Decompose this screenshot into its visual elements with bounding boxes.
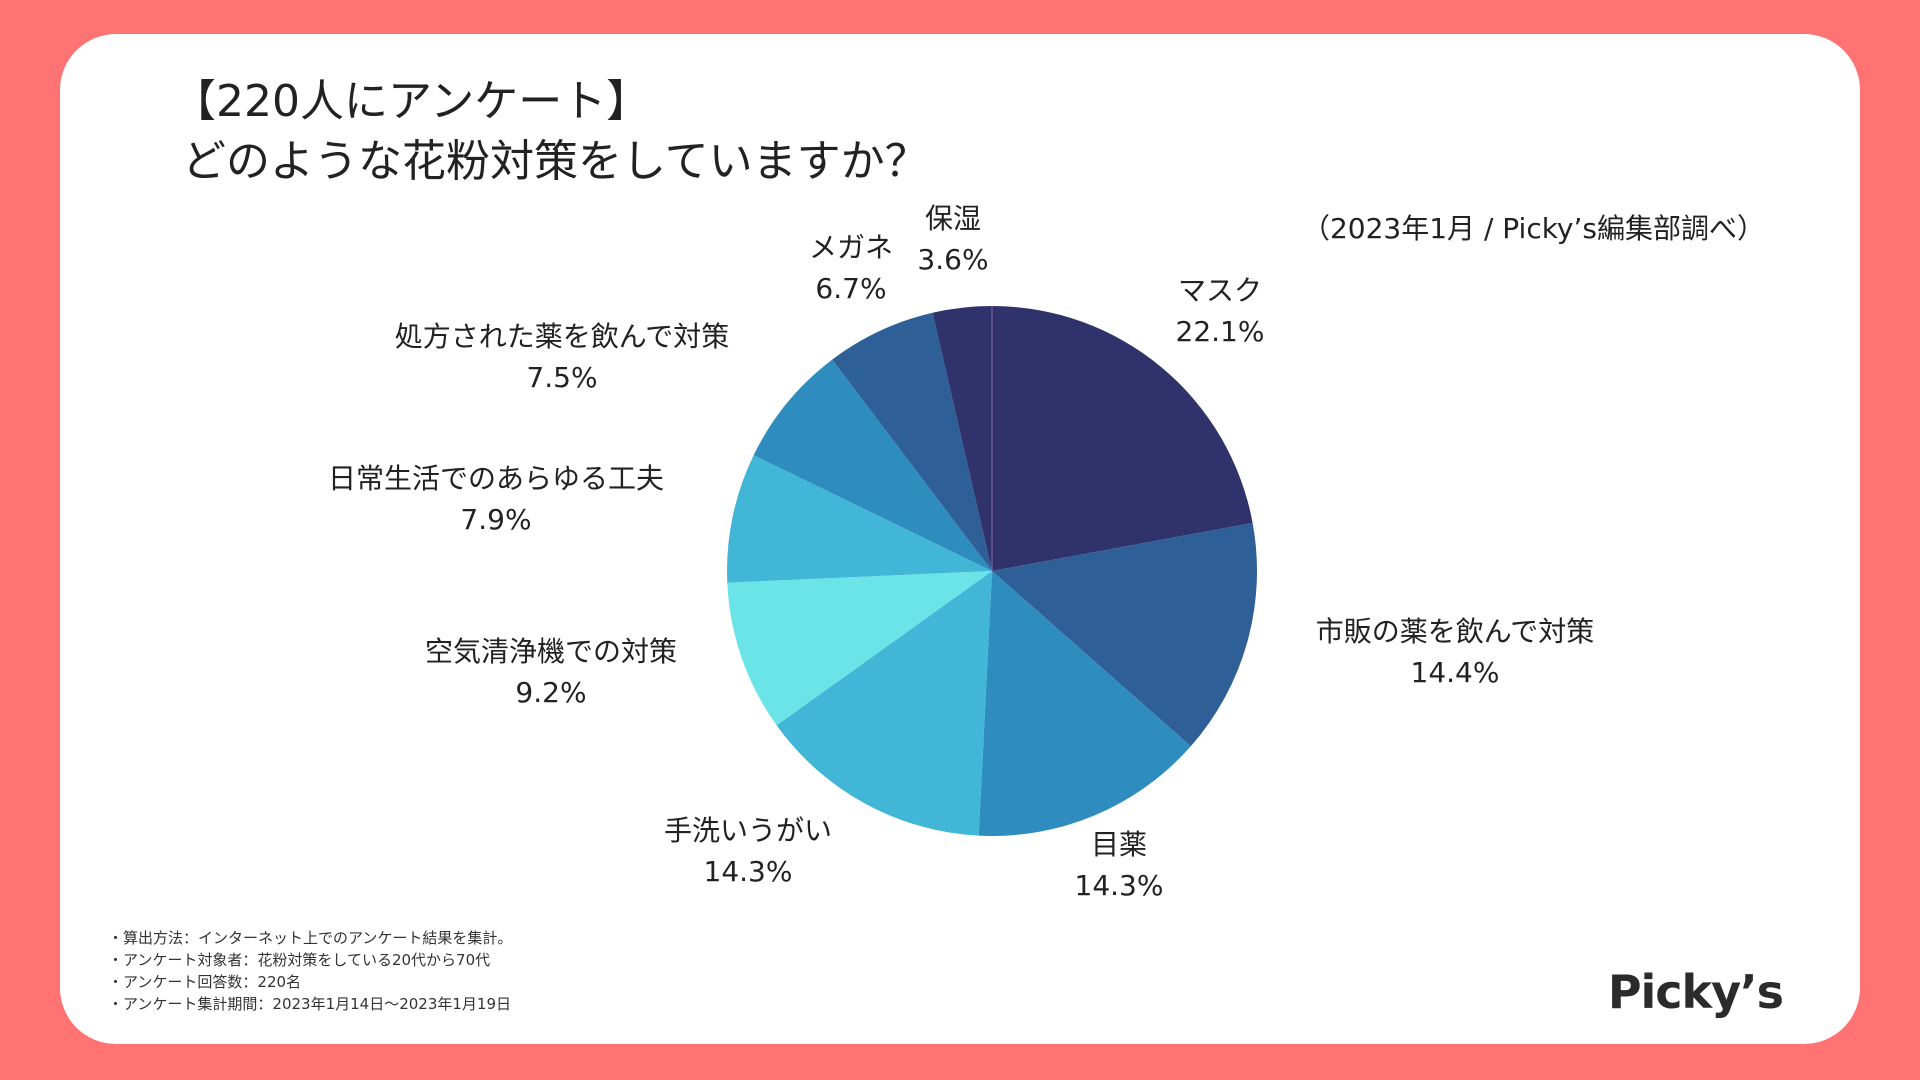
pie-slice (932, 306, 992, 571)
slice-value-label: 6.7% (815, 272, 886, 305)
slice-label: マスク (1178, 274, 1262, 307)
page-title: 【220人にアンケート】 どのような花粉対策をしていますか？ (172, 72, 929, 192)
slice-label: 目薬 (1091, 828, 1147, 861)
footnote-method: ・算出方法：インターネット上でのアンケート結果を集計。 (108, 929, 513, 947)
slice-label: メガネ (809, 231, 893, 264)
slice-label: 空気清浄機での対策 (425, 635, 677, 668)
slice-label: 処方された薬を飲んで対策 (395, 320, 730, 353)
slice-value-label: 14.4% (1411, 656, 1500, 689)
footnotes: ・算出方法：インターネット上でのアンケート結果を集計。 ・アンケート対象者：花粉… (108, 927, 512, 1015)
footnote-period: ・アンケート集計期間：2023年1月14日〜2023年1月19日 (108, 995, 512, 1013)
pie-slice (992, 522, 1257, 747)
slice-label: 保湿 (925, 202, 981, 235)
slice-value-label: 14.3% (704, 855, 793, 888)
pie-slice (992, 306, 1253, 571)
slice-value-label: 22.1% (1176, 315, 1265, 348)
slice-value-label: 3.6% (917, 243, 988, 276)
pie-slice (832, 312, 992, 571)
footnote-count: ・アンケート回答数：220名 (108, 973, 302, 991)
pie-slices (727, 306, 1257, 837)
slice-label: 市販の薬を飲んで対策 (1316, 615, 1595, 648)
footnote-target: ・アンケート対象者：花粉対策をしている20代から70代 (108, 951, 491, 969)
pie-slice (753, 359, 992, 571)
slice-value-label: 7.9% (460, 503, 531, 536)
pie-slice (776, 571, 992, 836)
slice-value-label: 9.2% (515, 676, 586, 709)
slice-value-label: 14.3% (1075, 869, 1164, 902)
slice-value-label: 7.5% (526, 361, 597, 394)
survey-source: （2023年1月 / Picky’s編集部調べ） (1301, 212, 1765, 245)
slice-label: 手洗いうがい (664, 814, 832, 847)
title-line-2: どのような花粉対策をしていますか？ (182, 136, 929, 187)
slice-label: 日常生活でのあらゆる工夫 (328, 462, 664, 495)
pickys-logo: Picky’s (1607, 965, 1784, 1019)
pie-labels: マスク 22.1% 市販の薬を飲んで対策 14.4% 目薬 14.3% 手洗いうがい 14.3… (328, 202, 1594, 902)
pie-slice (727, 455, 992, 583)
title-line-1: 【220人にアンケート】 (172, 76, 651, 127)
pie-slice (978, 571, 1191, 837)
pie-slice (727, 571, 992, 726)
